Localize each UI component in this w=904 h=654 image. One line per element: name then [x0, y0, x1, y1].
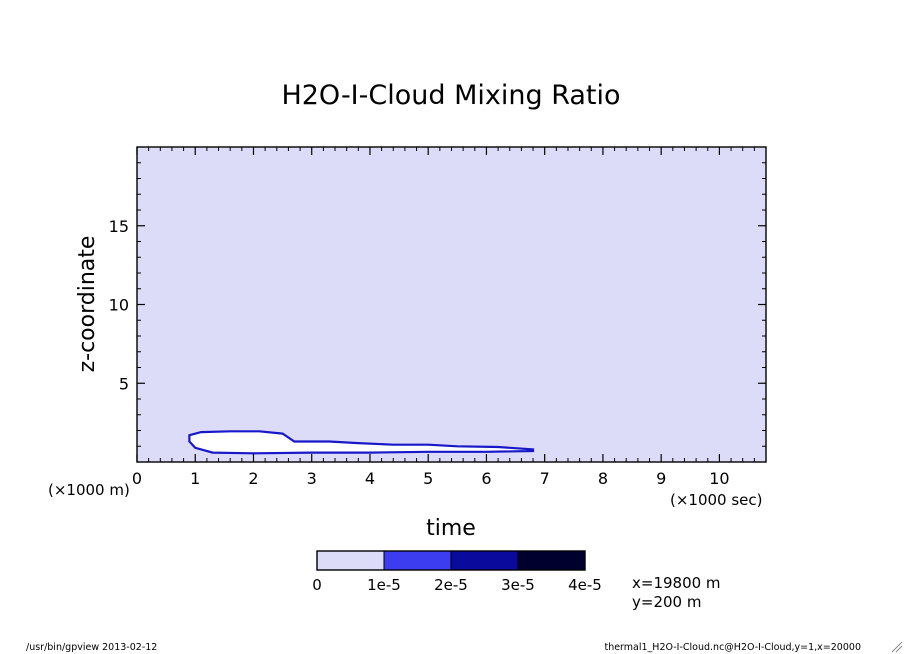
colorbar-segment — [450, 550, 519, 571]
footer-right: thermal1_H2O-I-Cloud.nc@H2O-I-Cloud,y=1,… — [604, 642, 861, 653]
x-tick-label: 4 — [365, 469, 375, 488]
x-tick-label: 5 — [423, 469, 433, 488]
cloud-region — [188, 430, 535, 455]
colorbar-label: 1e-5 — [367, 576, 401, 594]
x-tick-label: 2 — [248, 469, 258, 488]
x-tick-label: 3 — [307, 469, 317, 488]
x-tick-label: 6 — [481, 469, 491, 488]
resize-grip-icon[interactable] — [891, 641, 903, 653]
annotation-x: x=19800 m — [632, 574, 721, 592]
y-axis-label: z-coordinate — [75, 236, 100, 373]
x-tick-label: 10 — [709, 469, 729, 488]
x-tick-label: 0 — [132, 469, 142, 488]
y-axis-unit: (×1000 m) — [48, 481, 130, 499]
x-axis-label: time — [426, 516, 476, 541]
x-tick-label: 8 — [598, 469, 608, 488]
x-tick-label: 1 — [190, 469, 200, 488]
y-tick-label: 5 — [119, 374, 129, 393]
y-tick-label: 15 — [109, 217, 129, 236]
colorbar-label: 3e-5 — [501, 576, 535, 594]
chart-title: H2O-I-Cloud Mixing Ratio — [281, 80, 620, 111]
x-tick-label: 9 — [656, 469, 666, 488]
footer-left: /usr/bin/gpview 2013-02-12 — [26, 642, 157, 653]
colorbar-frame — [316, 550, 586, 571]
colorbar-label: 2e-5 — [434, 576, 468, 594]
x-axis-unit: (×1000 sec) — [670, 491, 763, 509]
annotation-y: y=200 m — [632, 593, 701, 611]
colorbar-segment — [383, 550, 452, 571]
x-tick-label: 7 — [540, 469, 550, 488]
colorbar: 0 1e-5 2e-5 3e-5 4e-5 — [312, 550, 602, 594]
colorbar-label: 4e-5 — [568, 576, 602, 594]
y-tick-label: 10 — [109, 296, 129, 315]
plot-area: 0 1 2 3 4 5 6 7 8 9 10 5 10 15 — [109, 146, 767, 488]
colorbar-label: 0 — [312, 576, 322, 594]
plot-background — [137, 147, 766, 462]
colorbar-segment — [316, 550, 385, 571]
axis-ticks: 0 1 2 3 4 5 6 7 8 9 10 5 10 15 — [109, 147, 767, 488]
colorbar-segment — [517, 550, 586, 571]
